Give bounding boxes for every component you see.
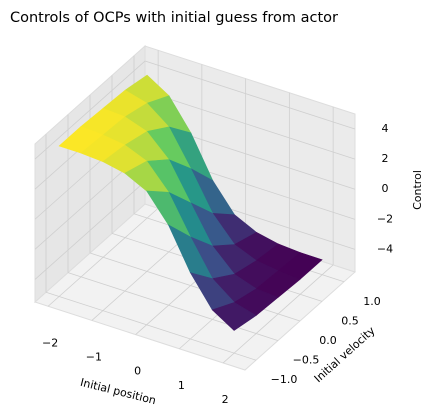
surface-patch (211, 302, 257, 331)
x-axis-label: Initial position (79, 376, 157, 407)
x-tick-label: −1 (86, 350, 102, 363)
grid-line (67, 272, 279, 341)
chart-title: Controls of OCPs with initial guess from… (10, 10, 338, 26)
y-tick-label: −0.5 (293, 354, 320, 367)
z-tick-label: 2 (382, 152, 389, 165)
grid-line (34, 60, 146, 160)
z-tick-label: −4 (377, 242, 393, 255)
grid-line (45, 291, 257, 361)
z-axis-label: Control (411, 170, 424, 210)
grid-line (89, 252, 301, 322)
z-tick-label: 4 (382, 122, 389, 135)
x-tick-label: 2 (222, 393, 229, 406)
y-tick-label: 0.5 (341, 314, 359, 327)
y-tick-label: 0.0 (319, 334, 337, 347)
grid-line (144, 60, 356, 130)
grid-line (144, 90, 356, 160)
x-tick-label: 1 (178, 379, 185, 392)
y-tick-label: −1.0 (271, 373, 298, 386)
grid-line (34, 181, 146, 280)
z-tick-label: −2 (377, 212, 393, 225)
x-tick-label: 0 (134, 365, 141, 378)
y-tick-label: 1.0 (363, 295, 381, 308)
y-axis-label: Initial velocity (312, 324, 378, 385)
x-tick-label: −2 (42, 336, 58, 349)
z-tick-label: 0 (382, 182, 389, 195)
